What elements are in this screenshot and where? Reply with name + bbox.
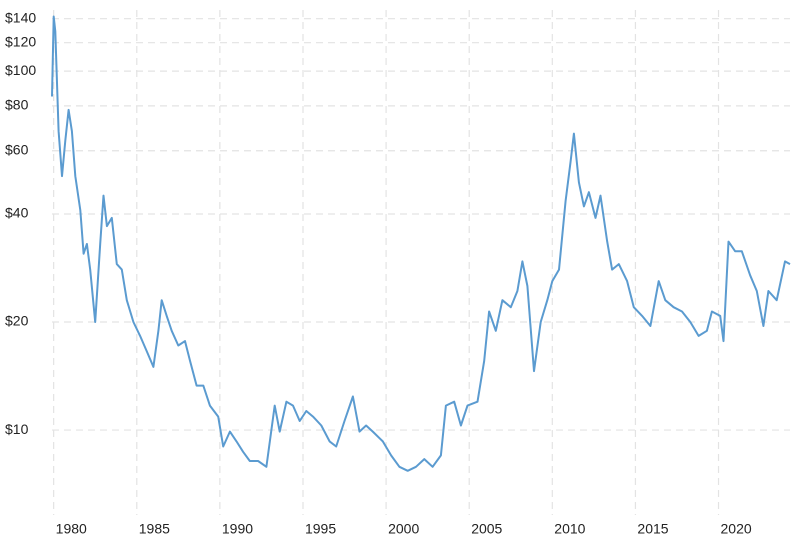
y-tick-label: $140 (5, 9, 36, 25)
x-tick-label: 1985 (139, 521, 170, 537)
x-tick-label: 2000 (388, 521, 419, 537)
y-tick-label: $60 (5, 141, 29, 157)
y-tick-label: $40 (5, 205, 29, 221)
y-tick-label: $100 (5, 62, 36, 78)
y-tick-label: $80 (5, 97, 29, 113)
y-tick-label: $10 (5, 421, 29, 437)
x-tick-label: 1980 (56, 521, 87, 537)
x-tick-label: 1995 (305, 521, 336, 537)
price-line (51, 15, 791, 472)
y-tick-label: $120 (5, 33, 36, 49)
x-tick-label: 2005 (471, 521, 502, 537)
x-tick-label: 2015 (637, 521, 668, 537)
y-tick-label: $20 (5, 313, 29, 329)
x-tick-label: 2010 (554, 521, 585, 537)
x-tick-label: 1990 (222, 521, 253, 537)
x-tick-label: 2020 (721, 521, 752, 537)
